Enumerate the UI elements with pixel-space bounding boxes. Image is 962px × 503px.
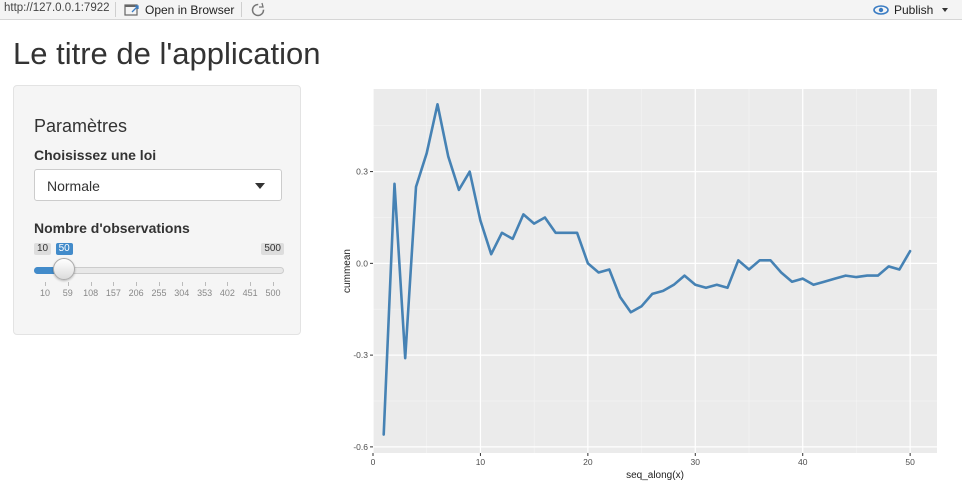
url-text: http://127.0.0.1:7922: [4, 2, 110, 14]
sidebar-panel: Paramètres Choisissez une loi Normale No…: [13, 85, 301, 335]
page-title: Le titre de l'application: [13, 36, 321, 71]
publish-icon: [873, 4, 889, 15]
observations-label: Nombre d'observations: [34, 220, 190, 236]
panel-title: Paramètres: [34, 116, 128, 136]
y-tick-label: 0.3: [356, 167, 368, 177]
y-tick-label: -0.3: [353, 350, 368, 360]
slider-tick: [181, 282, 183, 286]
minor-gridlines: [373, 89, 937, 453]
x-tick-label: 20: [583, 457, 593, 467]
slider-fill: [34, 267, 64, 274]
y-axis-label: cummean: [342, 249, 353, 293]
refresh-icon: [251, 2, 265, 16]
slider-min-label: 10: [34, 243, 52, 255]
x-tick-label: 40: [798, 457, 808, 467]
chevron-down-icon: [255, 183, 265, 189]
viewer-toolbar: http://127.0.0.1:7922 Open in Browser Pu…: [0, 0, 962, 20]
publish-dropdown-icon[interactable]: [942, 7, 949, 12]
slider-tick-label: 108: [83, 288, 99, 298]
slider-tick: [45, 282, 46, 286]
slider-tick-label: 451: [242, 288, 258, 298]
slider-tick: [67, 282, 69, 286]
slider-tick-label: 304: [174, 288, 190, 298]
slider-tick: [113, 282, 115, 286]
slider-tick-label: 500: [265, 288, 281, 298]
distribution-select[interactable]: Normale: [34, 169, 282, 201]
slider-tick: [90, 282, 92, 286]
y-tick-label: 0.0: [356, 258, 368, 268]
plot-background: [373, 89, 937, 453]
cummean-line: [382, 103, 912, 436]
toolbar-separator: [241, 2, 242, 17]
x-tick-label: 0: [371, 457, 376, 467]
slider-tick: [136, 282, 138, 286]
slider-tick-label: 206: [128, 288, 144, 298]
distribution-label: Choisissez une loi: [34, 147, 157, 163]
axes: 0 10 20 30 40 50 -0.6 -0.3 0.0 0.3: [353, 167, 915, 467]
observations-slider[interactable]: 10 50 500 10 59 108 157 206 255 304 353 402 451 50…: [34, 243, 284, 303]
slider-tick: [159, 282, 160, 286]
slider-tick: [273, 282, 274, 286]
slider-tick-label: 157: [105, 288, 121, 298]
slider-tick-label: 10: [39, 288, 51, 298]
x-tick-label: 30: [691, 457, 701, 467]
open-in-browser-label: Open in Browser: [145, 2, 235, 17]
open-in-browser-button[interactable]: Open in Browser: [124, 1, 234, 18]
slider-tick: [250, 282, 252, 286]
refresh-button[interactable]: [250, 1, 266, 18]
publish-label: Publish: [894, 2, 934, 17]
slider-handle[interactable]: [52, 258, 75, 280]
x-axis-label: seq_along(x): [626, 470, 684, 481]
x-tick-label: 10: [476, 457, 486, 467]
series-line-group: [382, 103, 912, 436]
slider-tick-label: 255: [151, 288, 167, 298]
slider-tick: [227, 282, 229, 286]
slider-tick-label: 402: [219, 288, 235, 298]
distribution-select-value: Normale: [47, 178, 100, 194]
slider-tick-label: 353: [197, 288, 213, 298]
open-in-browser-icon: [124, 3, 139, 16]
slider-tick: [204, 282, 206, 286]
toolbar-separator: [115, 2, 116, 17]
y-tick-label: -0.6: [353, 442, 368, 452]
slider-tick-label: 59: [62, 288, 73, 298]
publish-button[interactable]: Publish: [873, 1, 949, 18]
x-tick-label: 50: [905, 457, 915, 467]
slider-value-label: 50: [55, 243, 73, 255]
slider-max-label: 500: [261, 243, 284, 255]
major-gridlines: [372, 89, 937, 453]
